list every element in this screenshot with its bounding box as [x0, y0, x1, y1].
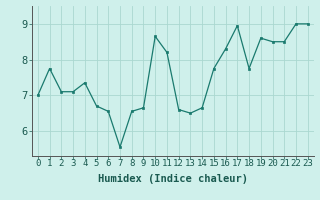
X-axis label: Humidex (Indice chaleur): Humidex (Indice chaleur) [98, 174, 248, 184]
